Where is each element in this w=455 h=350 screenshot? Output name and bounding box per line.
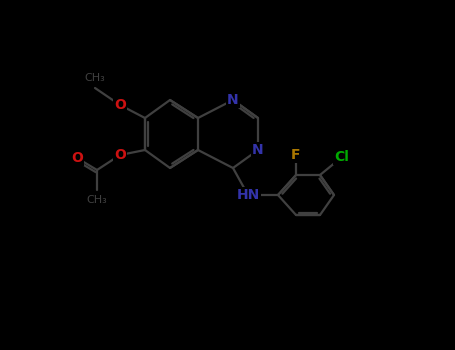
Text: O: O: [71, 151, 83, 165]
Text: O: O: [114, 148, 126, 162]
Text: CH₃: CH₃: [85, 73, 106, 83]
Text: N: N: [227, 93, 239, 107]
Text: CH₃: CH₃: [86, 195, 107, 205]
Text: HN: HN: [237, 188, 260, 202]
Text: Cl: Cl: [334, 150, 349, 164]
Text: N: N: [252, 143, 264, 157]
Text: O: O: [114, 98, 126, 112]
Text: F: F: [291, 148, 301, 162]
